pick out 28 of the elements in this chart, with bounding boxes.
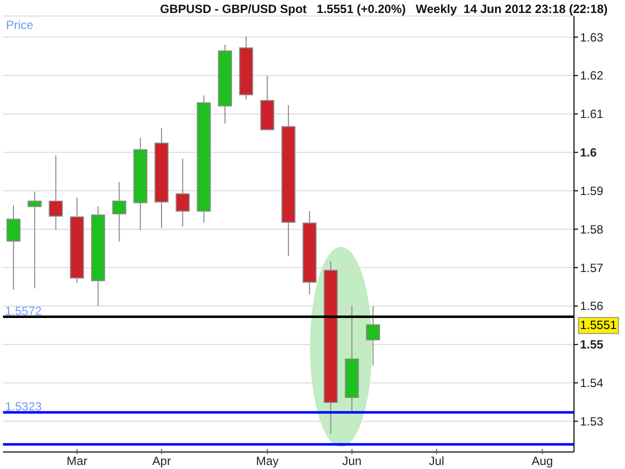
candlestick bbox=[112, 181, 126, 242]
x-tick-label: Apr bbox=[152, 454, 171, 468]
x-tick-label: Jun bbox=[342, 454, 362, 468]
x-tick-label: Aug bbox=[532, 454, 553, 468]
x-tick-label: May bbox=[256, 454, 279, 468]
y-tick-label: 1.53 bbox=[580, 414, 604, 428]
candlestick bbox=[6, 204, 20, 290]
y-tick-label: 1.58 bbox=[580, 222, 604, 236]
candlestick bbox=[48, 154, 63, 230]
x-tick-label: Jul bbox=[428, 454, 444, 468]
y-axis-title: Price bbox=[6, 18, 34, 32]
chart-title: GBPUSD - GBP/USD Spot 1.5551 (+0.20%) Weekly 14 Jun 2012 23:18 (22:18) bbox=[160, 2, 608, 16]
y-tick-label: 1.61 bbox=[580, 107, 604, 122]
x-tick-label: Mar bbox=[66, 454, 88, 468]
y-tick-label: 1.54 bbox=[580, 376, 604, 390]
candlestick bbox=[366, 306, 380, 366]
y-tick-label: 1.62 bbox=[580, 68, 604, 83]
y-tick-label: 1.55 bbox=[580, 338, 604, 352]
candlestick bbox=[28, 191, 42, 289]
text: 1.5551 bbox=[578, 316, 619, 334]
y-tick-label: 1.57 bbox=[580, 260, 604, 275]
y-tick-label: 1.56 bbox=[580, 299, 604, 314]
y-tick-label: 1.59 bbox=[580, 184, 604, 198]
y-tick-label: 1.63 bbox=[580, 30, 604, 44]
ref-line-label: 1.5572 bbox=[5, 304, 42, 318]
candlestick bbox=[176, 158, 190, 228]
y-tick-label: 1.6 bbox=[580, 146, 598, 160]
ref-line-label: 1.5323 bbox=[5, 399, 42, 414]
